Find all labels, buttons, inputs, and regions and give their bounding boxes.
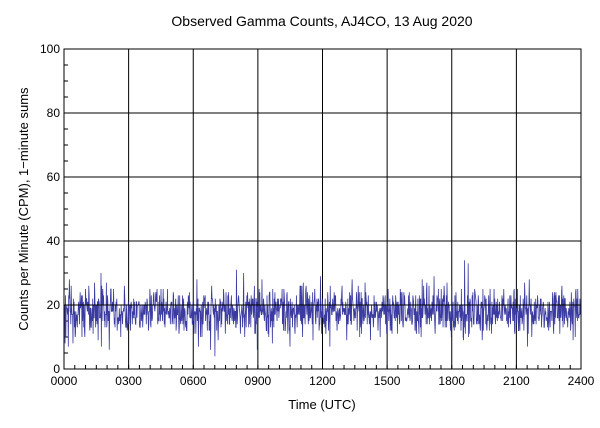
series-layer — [63, 260, 582, 357]
y-tick-label: 60 — [47, 170, 61, 184]
y-tick-label: 0 — [53, 362, 60, 376]
y-axis-label: Counts per Minute (CPM), 1−minute sums — [16, 87, 31, 331]
series-line — [63, 260, 582, 357]
y-tick-label: 20 — [47, 298, 61, 312]
x-tick-label: 0300 — [115, 374, 142, 388]
x-tick-label: 1200 — [309, 374, 336, 388]
x-tick-label: 2400 — [568, 374, 595, 388]
x-tick-label: 1500 — [374, 374, 401, 388]
x-tick-label: 0000 — [51, 374, 78, 388]
chart-title: Observed Gamma Counts, AJ4CO, 13 Aug 202… — [171, 13, 472, 29]
x-tick-label: 1800 — [438, 374, 465, 388]
x-axis-label: Time (UTC) — [288, 397, 355, 412]
x-tick-label: 2100 — [503, 374, 530, 388]
x-tick-label: 0600 — [180, 374, 207, 388]
x-tick-labels: 0000 0300 0600 0900 1200 1500 1800 2100 2400 — [51, 374, 595, 388]
plot-frame — [63, 48, 582, 370]
y-tick-label: 40 — [47, 234, 61, 248]
y-tick-label: 100 — [40, 42, 60, 56]
y-tick-labels: 0 20 40 60 80 100 — [40, 42, 60, 376]
y-tick-label: 80 — [47, 106, 61, 120]
x-tick-label: 0900 — [245, 374, 272, 388]
